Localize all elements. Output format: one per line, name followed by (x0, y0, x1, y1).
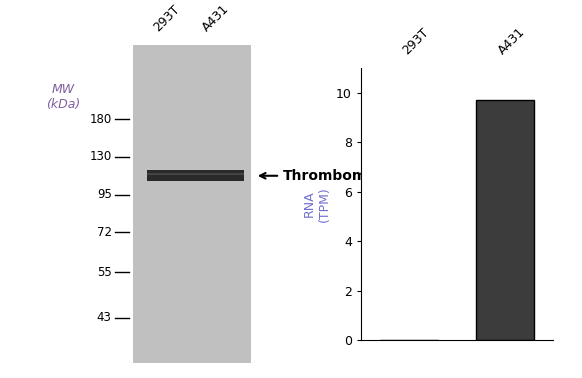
Text: Thrombomodulin: Thrombomodulin (260, 169, 416, 183)
Text: 43: 43 (97, 311, 112, 324)
Text: 55: 55 (97, 266, 112, 279)
Text: A431: A431 (200, 2, 232, 34)
Text: 130: 130 (90, 150, 112, 163)
Text: 95: 95 (97, 188, 112, 201)
Text: 72: 72 (97, 226, 112, 239)
Text: A431: A431 (496, 25, 528, 57)
Text: 180: 180 (90, 113, 112, 125)
Bar (133, 45, 251, 363)
Text: MW
(kDa): MW (kDa) (46, 83, 80, 111)
Text: 293T: 293T (151, 3, 183, 34)
Bar (476, 100, 534, 340)
Y-axis label: RNA
(TPM): RNA (TPM) (303, 186, 331, 222)
Text: 293T: 293T (400, 26, 431, 57)
Bar (147, 173, 244, 175)
Bar (147, 170, 244, 181)
